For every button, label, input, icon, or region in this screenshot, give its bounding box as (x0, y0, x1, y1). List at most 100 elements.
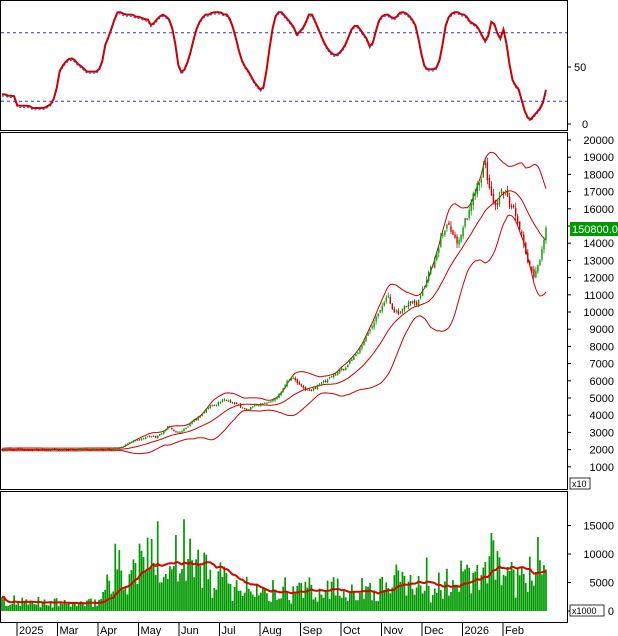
volume-bar (3, 596, 5, 611)
candle-body (235, 403, 238, 405)
candle-body (231, 402, 234, 404)
candle-body (142, 438, 145, 440)
candle-body (260, 403, 262, 406)
candle-body (349, 360, 351, 364)
volume-bar (431, 594, 434, 611)
volume-bar (63, 599, 66, 611)
volume-bar (407, 581, 410, 611)
volume-bar (227, 583, 230, 611)
volume-bar (282, 586, 284, 611)
volume-bar (292, 586, 295, 611)
volume-bar (67, 603, 70, 611)
price-tick-label: 17000 (583, 187, 614, 199)
candle-body (460, 234, 462, 242)
candle-body (262, 403, 264, 405)
volume-bar (199, 565, 202, 611)
axis-layer: 0 50 1000 2000 3000 4000 5000 6000 7000 8000 9000 1… (1, 62, 614, 636)
candle-body (423, 286, 426, 289)
volume-bar (229, 583, 232, 611)
candle-body (205, 409, 207, 413)
volume-bar (1, 597, 3, 611)
volume-bar (255, 585, 258, 611)
candle-body (33, 449, 36, 451)
candle-body (448, 222, 450, 225)
volume-bar (298, 582, 301, 611)
candle-body (432, 265, 434, 267)
candle-body (395, 310, 398, 312)
volume-bar (294, 591, 297, 611)
volume-bar (450, 591, 452, 611)
candle-body (379, 309, 381, 313)
volume-bar (353, 591, 355, 611)
candle-body (425, 279, 428, 287)
candle-body (154, 436, 157, 438)
volume-bar (324, 590, 327, 611)
candle-body (521, 231, 523, 234)
candle-body (343, 369, 345, 371)
volume-bar (43, 599, 46, 611)
volume-bar (175, 535, 177, 611)
volume-bar (264, 587, 266, 611)
volume-bar (114, 543, 117, 611)
candle-body (254, 404, 256, 407)
volume-tick-label: 0 (608, 606, 614, 618)
osc-tick-label: 0 (582, 119, 588, 131)
candle-body (369, 329, 371, 332)
candle-body (181, 430, 183, 433)
volume-bar (259, 592, 262, 611)
candle-body (492, 193, 495, 203)
volume-bar (61, 604, 64, 611)
volume-tick-label: 15000 (583, 521, 614, 533)
price-tick-label: 3000 (590, 427, 614, 439)
candle-body (502, 191, 505, 194)
candle-body (486, 162, 489, 180)
volume-bar (498, 557, 501, 611)
price-scale-note-box (569, 477, 591, 490)
volume-bar (164, 573, 167, 611)
volume-bar (29, 600, 32, 611)
volume-bar (126, 594, 129, 611)
candle-body (334, 374, 337, 376)
candle-body (51, 448, 54, 450)
volume-bar (272, 580, 274, 611)
month-label: May (141, 625, 162, 636)
volume-bar (45, 604, 48, 611)
candle-body (310, 389, 313, 391)
candle-body (353, 356, 355, 360)
volume-bar (23, 602, 26, 611)
volume-bar (69, 606, 72, 611)
candle-body (377, 313, 379, 316)
candle-body (308, 389, 311, 391)
volume-bar (168, 566, 171, 611)
candle-body (543, 239, 545, 250)
candle-body (446, 224, 448, 229)
volume-tick-label: 10000 (583, 549, 614, 561)
volume-bar (94, 599, 96, 611)
volume-bar (314, 597, 317, 611)
candle-body (270, 401, 272, 403)
candle-body (387, 296, 389, 298)
candle-body (128, 442, 131, 444)
candle-body (316, 385, 319, 390)
volume-bar (150, 538, 153, 611)
volume-bar (389, 593, 392, 611)
volume-bar (185, 580, 187, 611)
volume-bar (215, 589, 218, 611)
volume-bar (318, 588, 321, 611)
volume-bar (73, 602, 76, 611)
price-scale-note: x10 (569, 477, 591, 490)
volume-bar (9, 604, 11, 611)
volume-bar (193, 577, 195, 611)
volume-bar (340, 597, 343, 611)
volume-bar (98, 599, 100, 611)
candle-body (444, 230, 446, 235)
volume-bar (446, 568, 448, 611)
candle-body (403, 306, 406, 310)
volume-bar (100, 598, 102, 611)
candle-body (47, 449, 50, 451)
candle-body (367, 332, 369, 336)
volume-bar (385, 582, 388, 611)
candle-body (122, 446, 125, 448)
volume-bar (217, 571, 220, 611)
volume-bar (156, 521, 159, 611)
